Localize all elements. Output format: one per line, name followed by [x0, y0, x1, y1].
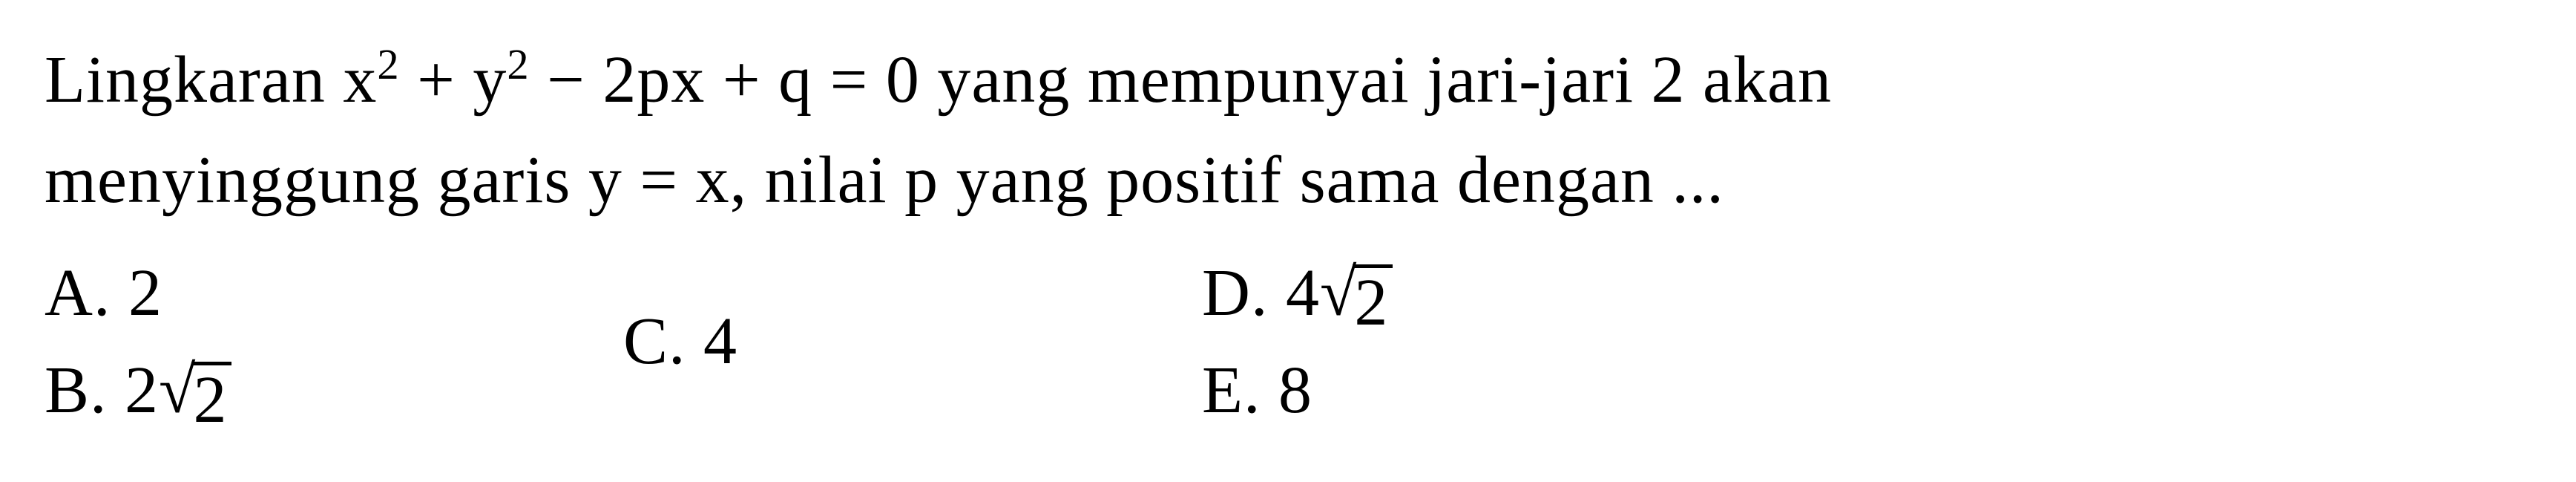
option-column-de: D. 4√2 E. 8 — [1202, 245, 1870, 439]
exponent: 2 — [507, 40, 529, 88]
option-value-pre: 4 — [1286, 256, 1320, 330]
sqrt-expression: √2 — [1320, 260, 1393, 336]
sqrt-symbol: √ — [159, 357, 196, 424]
option-c: C. 4 — [623, 293, 1202, 391]
exponent: 2 — [377, 40, 399, 88]
option-value: 2 — [128, 256, 162, 330]
option-value: 8 — [1278, 354, 1312, 427]
sqrt-arg: 2 — [191, 362, 231, 434]
option-column-ab: A. 2 B. 2√2 — [45, 245, 623, 439]
option-label: B. — [45, 354, 125, 427]
text-segment: + y — [400, 43, 507, 117]
option-label: E. — [1202, 354, 1278, 427]
question-container: Lingkaran x2 + y2 − 2px + q = 0 yang mem… — [45, 30, 2531, 439]
option-e: E. 8 — [1202, 342, 1870, 440]
text-segment: − 2px + q = 0 yang mempunyai jari-jari 2… — [530, 43, 1832, 117]
sqrt-expression: √2 — [159, 357, 231, 434]
option-column-c: C. 4 — [623, 293, 1202, 391]
options-row: A. 2 B. 2√2 C. 4 D. 4√2 E. 8 — [45, 245, 2531, 439]
sqrt-arg: 2 — [1353, 264, 1393, 336]
option-value: 4 — [703, 304, 737, 378]
question-line-1: Lingkaran x2 + y2 − 2px + q = 0 yang mem… — [45, 30, 2531, 130]
option-label: C. — [623, 304, 703, 378]
question-line-2: menyinggung garis y = x, nilai p yang po… — [45, 130, 2531, 230]
option-label: A. — [45, 256, 128, 330]
option-value-pre: 2 — [125, 354, 159, 427]
option-d: D. 4√2 — [1202, 245, 1870, 342]
option-a: A. 2 — [45, 245, 623, 342]
sqrt-symbol: √ — [1320, 260, 1357, 327]
text-segment: Lingkaran x — [45, 43, 377, 117]
option-b: B. 2√2 — [45, 342, 623, 440]
option-label: D. — [1202, 256, 1286, 330]
